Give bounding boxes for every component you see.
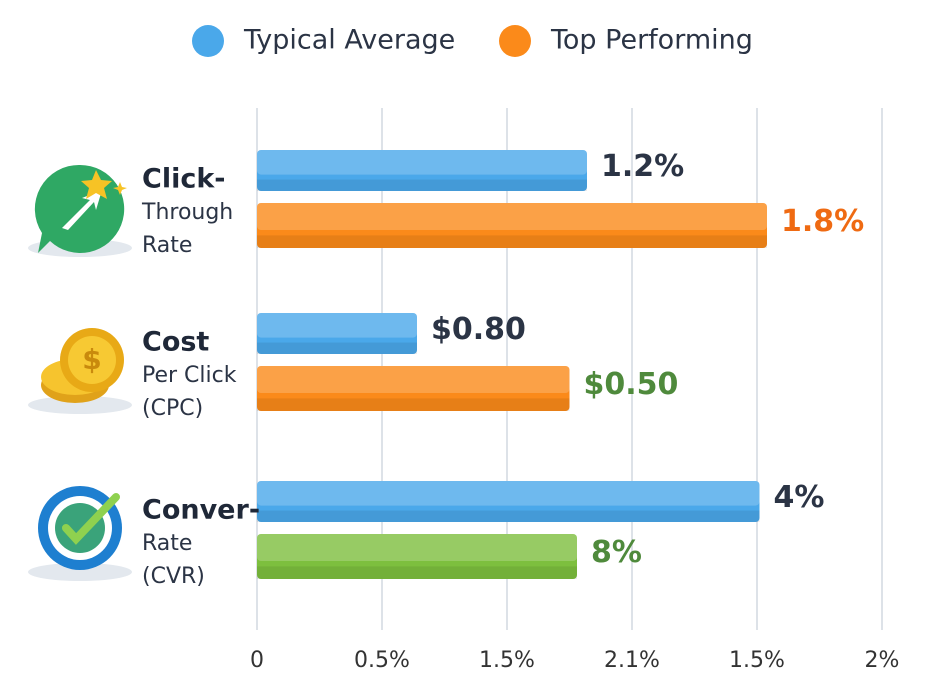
value-label: 8% <box>591 535 642 570</box>
bar-shine <box>257 203 767 230</box>
category-title: Click- <box>142 164 226 195</box>
value-label: $0.80 <box>431 312 526 347</box>
bar-shade <box>257 398 570 411</box>
bar-shade <box>257 566 577 579</box>
category-label: Through <box>141 200 233 225</box>
bar-shine <box>257 366 570 393</box>
cvr-icon <box>28 486 132 581</box>
bar <box>257 366 570 411</box>
bar-shade <box>257 342 417 354</box>
category-label: Rate <box>142 531 192 556</box>
cpc-icon: $ <box>28 328 132 414</box>
category-title: Conver- <box>142 495 260 526</box>
ctr-icon <box>28 164 132 257</box>
bars <box>257 150 767 579</box>
bar <box>257 313 417 354</box>
value-label: 1.8% <box>781 204 864 239</box>
category-label: (CVR) <box>142 564 205 589</box>
bar <box>257 150 587 191</box>
x-tick-label: 1.5% <box>729 648 785 673</box>
category-label: (CPC) <box>142 396 203 421</box>
x-tick-label: 2.1% <box>604 648 660 673</box>
bar-shade <box>257 179 587 191</box>
bar-shine <box>257 534 577 561</box>
bar-shade <box>257 510 760 522</box>
x-tick-label: 0 <box>250 648 264 673</box>
bar-shade <box>257 235 767 248</box>
value-label: $0.50 <box>584 367 679 402</box>
legend-label: Typical Average <box>243 25 455 56</box>
category-label: Per Click <box>142 363 237 388</box>
legend-label: Top Performing <box>550 25 753 56</box>
bar-shine <box>257 313 417 338</box>
bar-shine <box>257 150 587 175</box>
legend-swatch <box>192 25 224 57</box>
bar <box>257 481 760 522</box>
bar <box>257 203 767 248</box>
svg-text:$: $ <box>82 343 101 376</box>
bar-shine <box>257 481 760 506</box>
category-title: Cost <box>142 327 209 358</box>
bar <box>257 534 577 579</box>
category-label: Rate <box>142 233 192 258</box>
legend-swatch <box>499 25 531 57</box>
x-tick-label: 2% <box>865 648 900 673</box>
value-label: 1.2% <box>601 149 684 184</box>
x-tick-label: 0.5% <box>354 648 410 673</box>
value-label: 4% <box>774 480 825 515</box>
x-tick-label: 1.5% <box>479 648 535 673</box>
